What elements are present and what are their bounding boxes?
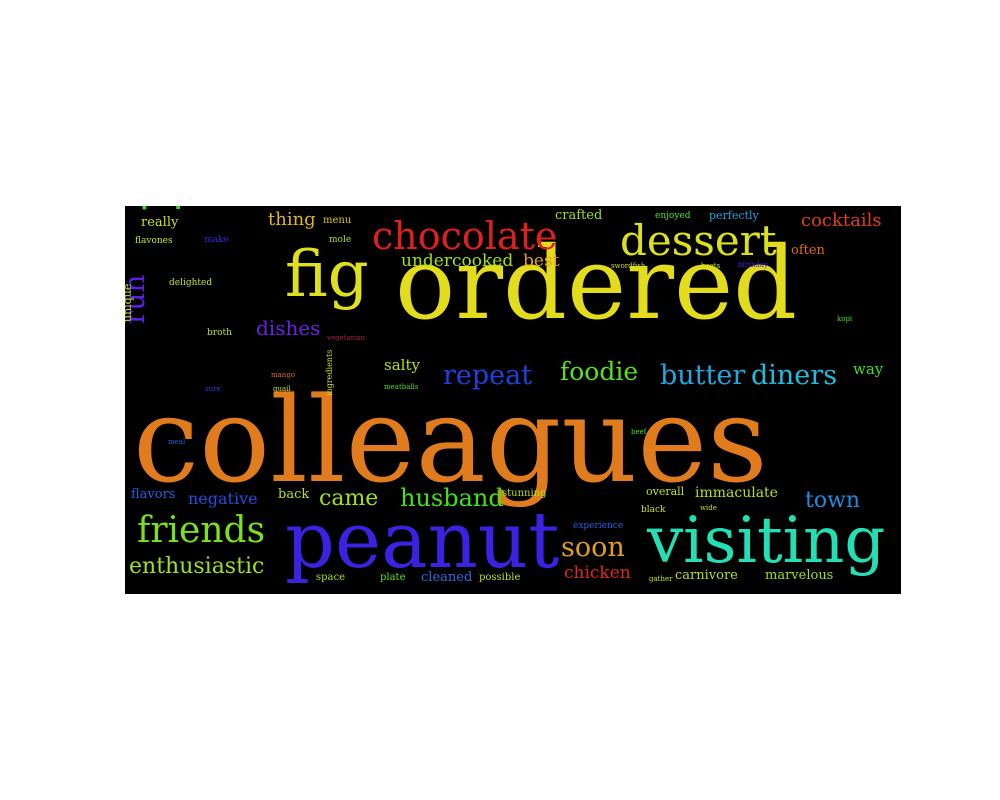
word-friends: friends bbox=[137, 510, 266, 551]
word-chicken: chicken bbox=[564, 563, 631, 583]
word-stunning: stunning bbox=[502, 488, 547, 499]
word-way: way bbox=[853, 360, 884, 378]
word-diners: diners bbox=[751, 360, 838, 391]
word-experience: experience bbox=[573, 521, 624, 531]
word-dishes: dishes bbox=[256, 316, 321, 340]
word-thing: thing bbox=[268, 209, 316, 230]
word-fig: fig bbox=[285, 238, 369, 312]
word-soon: soon bbox=[561, 532, 625, 563]
word-cloud: colleagues ordered peanut visiting fig r… bbox=[125, 206, 901, 594]
word-beets: beets bbox=[701, 262, 721, 270]
word-really: really bbox=[141, 215, 179, 230]
word-flavones: flavones bbox=[135, 236, 173, 246]
word-plate: plate bbox=[380, 572, 406, 583]
word-gather: gather bbox=[649, 575, 673, 583]
word-foodie: foodie bbox=[560, 357, 639, 386]
word-butter: butter bbox=[660, 360, 746, 391]
word-black: black bbox=[641, 505, 666, 515]
word-kopi: kopi bbox=[837, 315, 853, 323]
word-town: town bbox=[805, 488, 861, 513]
word-marvelous: marvelous bbox=[765, 568, 834, 583]
word-colleagues: colleagues bbox=[133, 371, 768, 509]
word-swordfish: swordfish bbox=[611, 262, 646, 270]
word-space: space bbox=[316, 572, 346, 583]
word-overall: overall bbox=[646, 485, 685, 498]
word-back: back bbox=[278, 487, 310, 502]
word-vegetarian: vegetarian bbox=[327, 334, 365, 342]
word-delighted: delighted bbox=[169, 278, 213, 288]
word-sure: sure bbox=[205, 385, 221, 393]
word-cleaned: cleaned bbox=[421, 570, 473, 585]
word-visiting: visiting bbox=[647, 504, 886, 578]
word-crafted: crafted bbox=[555, 208, 603, 223]
word-quail: quail bbox=[273, 385, 291, 393]
word-ingredients: ingredients bbox=[325, 349, 334, 396]
word-dessert: dessert bbox=[620, 216, 777, 265]
word-make: make bbox=[204, 235, 229, 245]
word-salty: salty bbox=[384, 356, 420, 374]
word-menu: menu bbox=[323, 215, 352, 226]
word-immaculate: immaculate bbox=[695, 485, 778, 501]
word-carnivore: carnivore bbox=[675, 568, 738, 583]
word-meal: meal bbox=[168, 438, 186, 446]
word-cocktails: cocktails bbox=[801, 210, 882, 231]
word-broth: broth bbox=[207, 328, 232, 338]
word-mango: mango bbox=[271, 371, 296, 379]
word-ordered: ordered bbox=[395, 225, 798, 342]
word-often: often bbox=[791, 243, 825, 258]
word-came: came bbox=[319, 486, 379, 511]
word-repeat: repeat bbox=[443, 360, 533, 391]
word-unique: unique bbox=[125, 283, 134, 322]
word-enthusiastic: enthusiastic bbox=[129, 554, 265, 579]
word-perfectly: perfectly bbox=[709, 209, 759, 222]
word-flavors: flavors bbox=[131, 487, 176, 502]
word-meatballs: meatballs bbox=[384, 383, 419, 391]
word-husband: husband bbox=[400, 484, 504, 512]
word-birthday: birthday bbox=[738, 261, 768, 269]
word-undercooked: undercooked bbox=[401, 251, 514, 271]
word-possible: possible bbox=[479, 572, 521, 583]
word-beef: beef bbox=[631, 428, 647, 436]
word-wide: wide bbox=[700, 504, 717, 512]
word-peanut: peanut bbox=[285, 496, 560, 586]
word-enjoyed: enjoyed bbox=[655, 211, 691, 221]
word-chocolate: chocolate bbox=[372, 214, 558, 258]
word-negative: negative bbox=[188, 489, 258, 508]
word-rib: rib bbox=[125, 206, 197, 212]
word-best: best bbox=[523, 251, 560, 271]
word-mole: mole bbox=[329, 235, 352, 245]
